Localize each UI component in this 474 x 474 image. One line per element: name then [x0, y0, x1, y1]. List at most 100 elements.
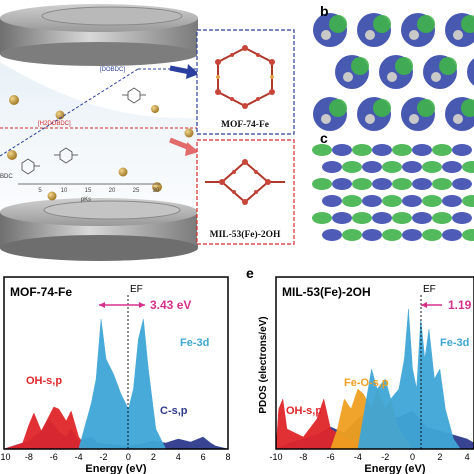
framework-node — [431, 72, 441, 82]
bottom-cylinder — [0, 198, 198, 261]
xtick-label: -4 — [75, 452, 83, 462]
framework-node — [312, 212, 332, 224]
xtick-label: 0 — [410, 452, 415, 462]
mil53-label: MIL-53(Fe)-2OH — [210, 229, 281, 240]
framework-node — [382, 161, 402, 173]
pdos-right-xticks: -10 -8 -6 -4 -2 0 2 4 — [269, 452, 469, 462]
fe3d-right-label: Fe-3d — [440, 337, 469, 349]
panel-b-letter: b — [320, 3, 329, 19]
pdos-right: e PDOS (electrons/eV) MIL-53(Fe)-2OH EF … — [246, 265, 474, 474]
xtick-label: -10 — [269, 452, 282, 462]
h2dobdc-tag: [H2DOBDC] — [38, 121, 71, 127]
mil53-box: MIL-53(Fe)-2OH — [196, 139, 295, 245]
framework-node — [322, 229, 342, 241]
framework-node — [342, 195, 362, 207]
bdc-tag: BDC — [0, 174, 13, 180]
xtick-label: -8 — [25, 452, 33, 462]
panel-a: [DOBDC] [H2DOBDC] BDC 5 10 15 20 25 30 p… — [0, 4, 295, 261]
framework-node — [409, 114, 419, 124]
framework-node — [352, 212, 372, 224]
pdos-right-frame — [275, 276, 474, 450]
csp-left-label: C-s,p — [160, 405, 188, 417]
pdos-right-xlabel: Energy (eV) — [364, 463, 425, 474]
pdos-left-frame — [3, 276, 229, 450]
framework-node — [343, 72, 353, 82]
pdos-left-title: MOF-74-Fe — [10, 285, 72, 299]
framework-node — [332, 144, 352, 156]
framework-node — [392, 178, 412, 190]
panel-c: c — [312, 130, 474, 250]
xtick-label: 4 — [465, 452, 470, 462]
framework-node — [329, 15, 347, 33]
pks-label: pKs — [81, 197, 91, 203]
xtick-label: 6 — [201, 452, 206, 462]
framework-node — [402, 161, 422, 173]
framework-node — [342, 229, 362, 241]
framework-node — [462, 161, 474, 173]
xtick-label: 0 — [126, 452, 131, 462]
pks-ticks: 5 10 15 20 25 30 — [38, 188, 160, 194]
blue-arrow — [169, 65, 191, 75]
top-cylinder — [0, 4, 198, 66]
ef-right-label: EF — [423, 284, 436, 295]
xtick-label: 8 — [225, 452, 230, 462]
framework-node — [452, 178, 472, 190]
framework-node — [432, 144, 452, 156]
framework-node — [342, 161, 362, 173]
svg-text:25: 25 — [133, 188, 140, 194]
xtick-label: -10 — [0, 452, 11, 462]
gap-left-label: 3.43 eV — [150, 298, 191, 312]
framework-node — [412, 144, 432, 156]
framework-node — [373, 15, 391, 33]
framework-node — [382, 195, 402, 207]
xtick-label: -4 — [354, 452, 362, 462]
framework-node — [365, 114, 375, 124]
framework-node — [372, 178, 392, 190]
framework-node — [453, 114, 463, 124]
framework-node — [432, 178, 452, 190]
framework-node — [332, 178, 352, 190]
svg-text:20: 20 — [109, 188, 116, 194]
framework-node — [402, 229, 422, 241]
framework-node — [422, 161, 442, 173]
pdos-left-xlabel: Energy (eV) — [85, 463, 146, 474]
panel-c-framework — [312, 144, 474, 241]
framework-node — [322, 161, 342, 173]
framework-node — [422, 229, 442, 241]
mof74-box: MOF-74-Fe — [196, 29, 295, 135]
framework-node — [462, 229, 474, 241]
framework-node — [452, 212, 472, 224]
framework-node — [439, 57, 457, 75]
framework-node — [372, 212, 392, 224]
xtick-label: -2 — [100, 452, 108, 462]
framework-node — [312, 178, 332, 190]
framework-node — [351, 57, 369, 75]
xtick-label: -6 — [327, 452, 335, 462]
svg-text:30: 30 — [153, 188, 160, 194]
framework-node — [417, 99, 435, 117]
svg-text:15: 15 — [85, 188, 92, 194]
framework-node — [412, 178, 432, 190]
framework-node — [432, 212, 452, 224]
svg-text:5: 5 — [38, 188, 42, 194]
framework-node — [382, 229, 402, 241]
framework-node — [332, 212, 352, 224]
xtick-label: -6 — [50, 452, 58, 462]
framework-node — [392, 144, 412, 156]
xtick-label: 2 — [437, 452, 442, 462]
panel-b: b — [313, 3, 474, 131]
framework-node — [442, 229, 462, 241]
fe3d-left-label: Fe-3d — [180, 337, 209, 349]
framework-node — [362, 229, 382, 241]
svg-text:10: 10 — [61, 188, 68, 194]
framework-node — [362, 161, 382, 173]
pdos-right-ylabel: PDOS (electrons/eV) — [258, 316, 269, 413]
pdos-right-title: MIL-53(Fe)-2OH — [282, 285, 371, 299]
ohsp-curve-left — [3, 406, 92, 450]
framework-node — [352, 178, 372, 190]
xtick-label: 2 — [151, 452, 156, 462]
framework-node — [417, 15, 435, 33]
framework-node — [453, 30, 463, 40]
ohsp-right-label: OH-s,p — [286, 405, 322, 417]
